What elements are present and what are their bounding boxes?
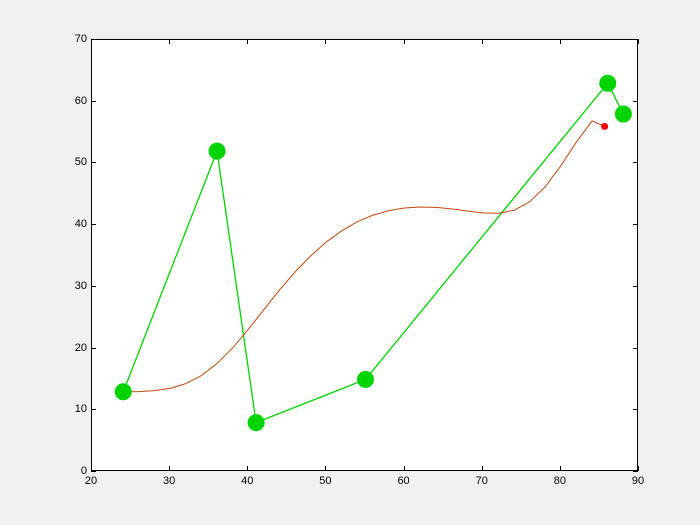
y-tick-label: 0: [77, 465, 87, 477]
plot-area: [92, 40, 637, 470]
y-tick-label: 10: [71, 403, 87, 415]
x-tick: [247, 466, 248, 471]
y-tick: [91, 101, 96, 102]
y-tick: [633, 286, 638, 287]
y-tick: [633, 224, 638, 225]
x-tick: [247, 39, 248, 44]
y-tick-label: 20: [71, 342, 87, 354]
y-tick: [91, 162, 96, 163]
y-tick: [91, 409, 96, 410]
control-polygon-line: [123, 83, 623, 422]
x-tick-label: 70: [476, 475, 488, 487]
y-tick: [633, 348, 638, 349]
control-point-marker: [600, 75, 616, 91]
y-tick: [91, 471, 96, 472]
y-tick: [633, 101, 638, 102]
y-tick: [633, 162, 638, 163]
control-point-marker: [248, 415, 264, 431]
y-tick: [633, 39, 638, 40]
control-point-marker: [615, 106, 631, 122]
x-tick: [560, 466, 561, 471]
y-tick-label: 40: [71, 218, 87, 230]
y-tick: [91, 348, 96, 349]
y-tick-label: 30: [71, 280, 87, 292]
x-tick: [169, 39, 170, 44]
y-tick-label: 60: [71, 95, 87, 107]
y-tick-label: 70: [71, 33, 87, 45]
y-tick: [633, 409, 638, 410]
x-tick-label: 60: [397, 475, 409, 487]
x-tick: [404, 466, 405, 471]
y-tick: [633, 471, 638, 472]
x-tick-label: 50: [319, 475, 331, 487]
figure: 2030405060708090010203040506070: [0, 0, 700, 525]
x-tick: [325, 39, 326, 44]
control-point-marker: [209, 143, 225, 159]
x-tick: [638, 39, 639, 44]
y-tick-label: 50: [71, 156, 87, 168]
spline-curve: [123, 121, 604, 392]
control-point-marker: [358, 371, 374, 387]
x-tick-label: 80: [554, 475, 566, 487]
x-tick: [482, 39, 483, 44]
x-tick-label: 30: [163, 475, 175, 487]
axes: [91, 39, 638, 471]
x-tick: [169, 466, 170, 471]
x-tick: [325, 466, 326, 471]
control-point-marker: [115, 384, 131, 400]
y-tick: [91, 39, 96, 40]
y-tick: [91, 224, 96, 225]
x-tick: [638, 466, 639, 471]
x-tick: [482, 466, 483, 471]
x-tick-label: 40: [241, 475, 253, 487]
x-tick-label: 90: [632, 475, 644, 487]
end-point-marker: [601, 123, 608, 130]
x-tick: [404, 39, 405, 44]
x-tick: [560, 39, 561, 44]
y-tick: [91, 286, 96, 287]
